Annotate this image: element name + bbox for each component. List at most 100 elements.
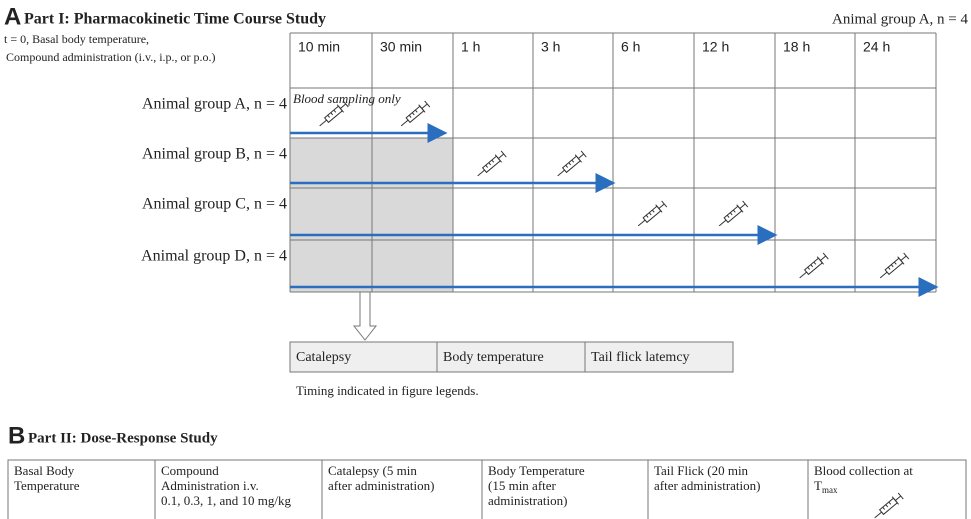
group-label: Animal group A, n = 4	[142, 96, 287, 113]
syringe-tick	[810, 264, 814, 268]
syringe-tick	[488, 162, 492, 166]
syringe-barrel	[323, 105, 343, 124]
syringe-cap	[342, 100, 349, 108]
down-arrow	[352, 291, 378, 341]
syringe-needle	[799, 271, 807, 279]
syringe-icon	[557, 150, 587, 177]
procedure-cell	[436, 341, 586, 373]
syringe-tick	[565, 164, 569, 168]
syringe-cap	[424, 100, 431, 108]
table-cell	[154, 459, 323, 519]
syringe-plunger	[658, 203, 665, 209]
cell-text: Basal Body	[14, 463, 75, 478]
syringe-grip	[736, 204, 744, 213]
syringe-grip	[891, 496, 899, 505]
syringe-needle	[637, 219, 646, 227]
syringe-needle	[477, 169, 485, 177]
syringe-tick	[645, 214, 649, 218]
table-cell	[321, 459, 483, 519]
procedure-cell	[289, 341, 438, 373]
syringe-tick	[411, 112, 415, 116]
time-header: 1 h	[461, 39, 480, 55]
syringe-tick	[485, 164, 489, 168]
corner-note: Animal group A, n = 4	[832, 11, 968, 27]
syringe-icon	[637, 200, 668, 227]
syringe-tick	[726, 214, 730, 218]
syringe-tick	[807, 266, 811, 270]
syringe-barrel	[723, 205, 743, 224]
cell-text: Blood collection at	[814, 463, 913, 478]
syringe-icon	[477, 150, 507, 177]
panel-title: Part II: Dose-Response Study	[28, 430, 218, 446]
procedure-cell	[584, 341, 734, 373]
procedure-label: Tail flick latemcy	[591, 350, 690, 365]
syringe-needle	[879, 271, 888, 279]
syringe-grip	[574, 154, 582, 163]
cell-text: 0.1, 0.3, 1, and 10 mg/kg	[161, 493, 291, 508]
time-header: 24 h	[863, 39, 890, 55]
syringe-tick	[333, 109, 337, 113]
syringe-barrel	[884, 257, 904, 276]
syringe-tick	[882, 506, 886, 510]
syringe-plunger	[498, 153, 505, 159]
t0-note: t = 0, Basal body temperature,	[4, 32, 149, 46]
time-header: 12 h	[702, 39, 729, 55]
syringe-cap	[500, 150, 507, 158]
syringe-barrel	[561, 155, 581, 174]
cell-text: Tmax	[814, 478, 838, 495]
time-header: 10 min	[298, 39, 340, 55]
panel-title: Part I: Pharmacokinetic Time Course Stud…	[24, 11, 326, 28]
cell-text: Body Temperature	[488, 463, 585, 478]
syringe-plunger	[421, 103, 428, 109]
procedure-label: Body temperature	[443, 350, 544, 365]
syringe-tick	[491, 159, 495, 163]
syringe-grip	[336, 104, 344, 113]
syringe-tick	[408, 114, 412, 118]
syringe-tick	[813, 261, 817, 265]
syringe-tick	[885, 504, 889, 508]
syringe-cap	[822, 252, 829, 260]
syringe-cap	[903, 252, 910, 260]
syringe-barrel	[803, 257, 823, 276]
cell-text: Administration i.v.	[161, 478, 259, 493]
syringe-plunger	[820, 255, 827, 261]
table-cell	[647, 459, 809, 519]
cell-text: after administration)	[654, 478, 761, 493]
syringe-tick	[888, 501, 892, 505]
group-note: Blood sampling only	[293, 91, 401, 106]
syringe-grip	[816, 256, 824, 265]
time-header: 6 h	[621, 39, 640, 55]
syringe-plunger	[578, 153, 585, 159]
time-header: 18 h	[783, 39, 810, 55]
syringe-tick	[568, 162, 572, 166]
syringe-plunger	[739, 203, 746, 209]
syringe-icon	[879, 252, 910, 279]
cell-text: administration)	[488, 493, 567, 508]
syringe-tick	[571, 159, 575, 163]
syringe-tick	[648, 212, 652, 216]
time-header: 3 h	[541, 39, 560, 55]
syringe-tick	[327, 114, 331, 118]
procedure-label: Catalepsy	[296, 350, 351, 365]
syringe-plunger	[900, 255, 907, 261]
syringe-tick	[890, 264, 894, 268]
syringe-icon	[400, 100, 431, 127]
cell-text: Catalepsy (5 min	[328, 463, 417, 478]
syringe-tick	[729, 212, 733, 216]
group-label: Animal group B, n = 4	[142, 146, 287, 163]
symbol: T	[814, 478, 822, 493]
syringe-tick	[887, 266, 891, 270]
syringe-tick	[732, 209, 736, 213]
group-label: Animal group D, n = 4	[141, 248, 287, 265]
syringe-plunger	[895, 495, 902, 501]
subscript: max	[822, 485, 838, 495]
syringe-tick	[893, 261, 897, 265]
cell-text: Compound	[161, 463, 219, 478]
syringe-grip	[494, 154, 502, 163]
syringe-barrel	[481, 155, 501, 174]
syringe-icon	[799, 252, 829, 279]
panel-letter: A	[4, 3, 21, 30]
syringe-tick	[651, 209, 655, 213]
syringe-plunger	[340, 103, 347, 109]
syringe-icon	[319, 100, 349, 127]
